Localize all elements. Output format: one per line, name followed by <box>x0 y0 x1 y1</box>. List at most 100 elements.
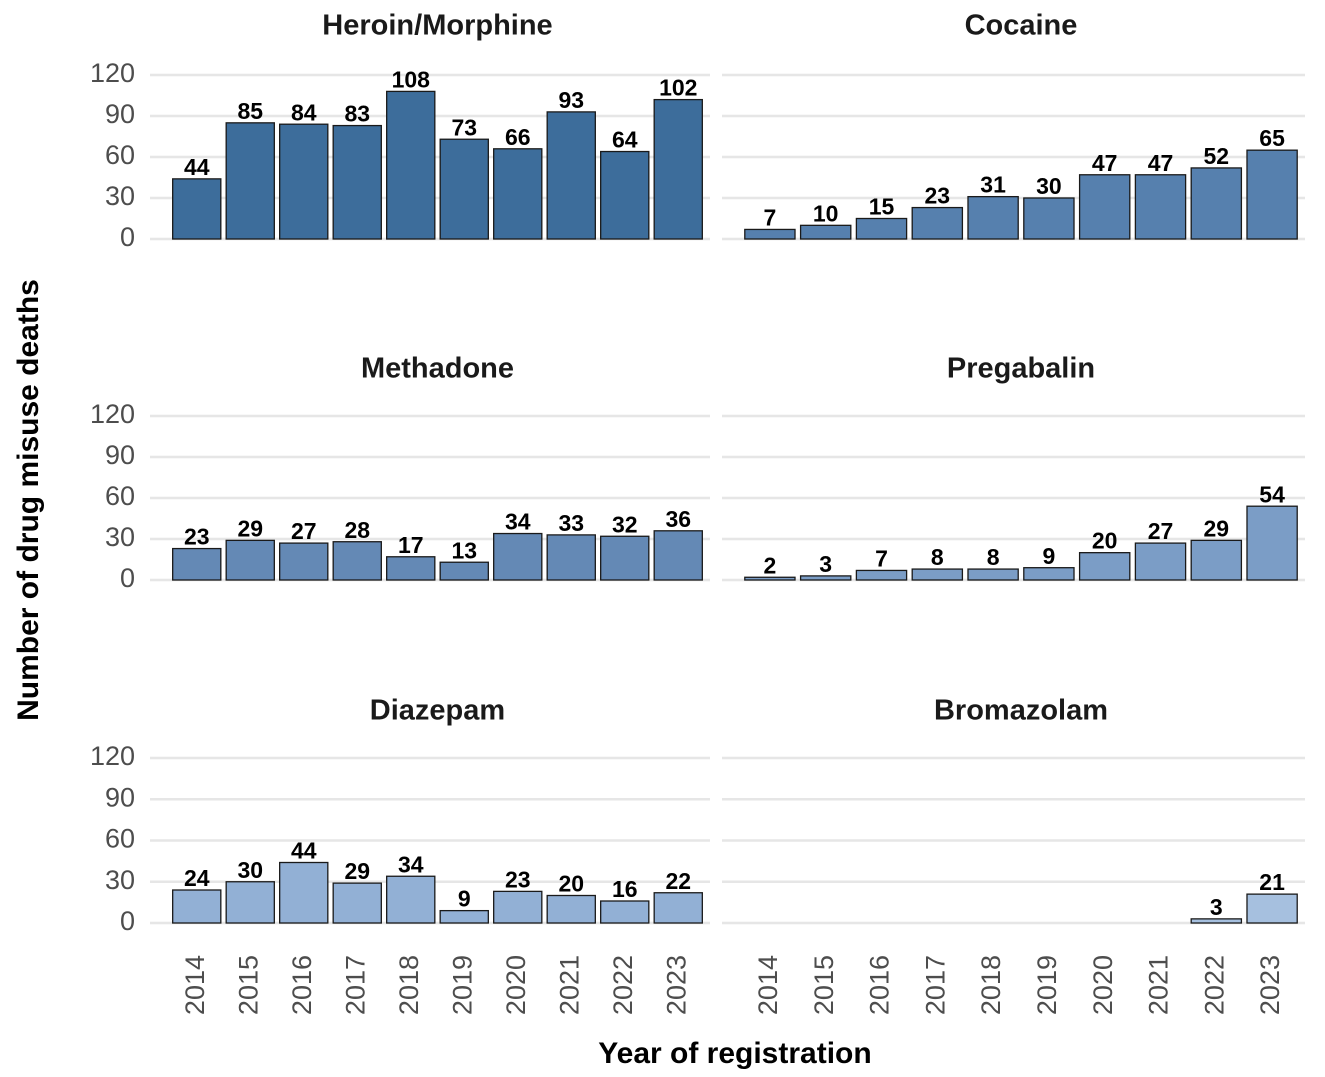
y-tick-label: 0 <box>120 563 135 593</box>
bar <box>600 900 650 924</box>
value-label: 31 <box>980 172 1006 198</box>
value-label: 7 <box>875 546 888 572</box>
y-tick-label: 30 <box>105 865 135 895</box>
bar <box>279 542 329 581</box>
y-tick-label: 120 <box>90 58 135 88</box>
value-label: 24 <box>184 865 210 891</box>
x-tick-label: 2015 <box>809 955 839 1015</box>
panel-title: Pregabalin <box>947 353 1095 385</box>
value-label: 29 <box>344 858 370 884</box>
value-label: 16 <box>612 876 638 902</box>
value-label: 23 <box>505 866 531 892</box>
bar <box>493 532 543 581</box>
bar <box>600 150 650 240</box>
bar <box>1190 918 1243 924</box>
x-tick-label: 2023 <box>661 955 691 1015</box>
x-tick-label: 2022 <box>608 955 638 1015</box>
y-tick-label: 120 <box>90 741 135 771</box>
value-label: 13 <box>451 537 477 563</box>
value-label: 29 <box>237 515 263 541</box>
value-label: 102 <box>659 75 697 101</box>
x-tick-label: 2018 <box>976 955 1006 1015</box>
bar <box>1134 174 1187 240</box>
value-label: 47 <box>1148 150 1174 176</box>
bar <box>855 569 908 581</box>
x-tick-label: 2014 <box>753 955 783 1015</box>
x-tick-label: 2018 <box>394 955 424 1015</box>
value-label: 33 <box>558 510 584 536</box>
value-label: 3 <box>819 551 832 577</box>
value-label: 85 <box>237 98 263 124</box>
bar <box>172 547 222 581</box>
value-label: 84 <box>291 99 317 125</box>
value-label: 30 <box>1036 173 1062 199</box>
y-tick-label: 60 <box>105 824 135 854</box>
panel-title: Bromazolam <box>934 695 1108 727</box>
value-label: 9 <box>458 886 471 912</box>
x-tick-label: 2019 <box>1032 955 1062 1015</box>
value-label: 54 <box>1259 481 1285 507</box>
bar <box>279 123 329 240</box>
value-label: 93 <box>558 87 584 113</box>
x-tick-label: 2017 <box>920 955 950 1015</box>
value-label: 65 <box>1259 125 1285 151</box>
value-label: 47 <box>1092 150 1118 176</box>
value-label: 9 <box>1043 543 1056 569</box>
panel-title: Methadone <box>361 353 514 385</box>
x-tick-label: 2021 <box>1144 955 1174 1015</box>
bar <box>546 111 596 240</box>
bar <box>493 890 543 924</box>
bar <box>1078 174 1131 240</box>
bar <box>1246 893 1298 924</box>
value-label: 34 <box>398 851 424 877</box>
bar <box>386 90 436 240</box>
value-label: 8 <box>931 544 944 570</box>
x-tick-label: 2019 <box>447 955 477 1015</box>
y-tick-label: 0 <box>120 222 135 252</box>
value-label: 23 <box>925 183 951 209</box>
bar <box>1023 567 1075 581</box>
bar <box>1078 552 1131 581</box>
bar <box>279 861 329 924</box>
y-tick-label: 90 <box>105 440 135 470</box>
bar <box>332 541 382 581</box>
bar <box>799 224 852 240</box>
value-label: 29 <box>1204 515 1230 541</box>
bar <box>225 539 275 581</box>
panel-title: Heroin/Morphine <box>322 10 552 42</box>
bar <box>744 228 796 240</box>
value-label: 23 <box>184 524 210 550</box>
value-label: 10 <box>813 200 839 226</box>
bar <box>225 881 275 924</box>
bar <box>1246 505 1298 581</box>
value-label: 83 <box>344 101 370 127</box>
bar <box>600 535 650 581</box>
bar <box>653 98 703 240</box>
y-tick-label: 60 <box>105 481 135 511</box>
bar <box>744 576 796 581</box>
bar <box>967 568 1019 581</box>
bar <box>332 124 382 240</box>
value-label: 17 <box>398 532 424 558</box>
bar <box>386 556 436 581</box>
bar <box>911 206 964 240</box>
value-label: 22 <box>665 868 691 894</box>
value-label: 30 <box>237 857 263 883</box>
value-label: 3 <box>1210 894 1223 920</box>
y-tick-label: 0 <box>120 906 135 936</box>
bar <box>493 148 543 240</box>
x-tick-label: 2020 <box>1088 955 1118 1015</box>
bar <box>439 138 489 240</box>
bar <box>967 195 1019 240</box>
x-tick-label: 2023 <box>1255 955 1285 1015</box>
bar <box>653 892 703 924</box>
x-tick-label: 2015 <box>233 955 263 1015</box>
value-label: 27 <box>1148 518 1174 544</box>
value-label: 52 <box>1204 143 1230 169</box>
value-label: 44 <box>291 838 317 864</box>
bar <box>855 217 908 240</box>
value-label: 2 <box>764 552 777 578</box>
y-tick-label: 30 <box>105 522 135 552</box>
value-label: 8 <box>987 544 1000 570</box>
x-tick-label: 2022 <box>1199 955 1229 1015</box>
